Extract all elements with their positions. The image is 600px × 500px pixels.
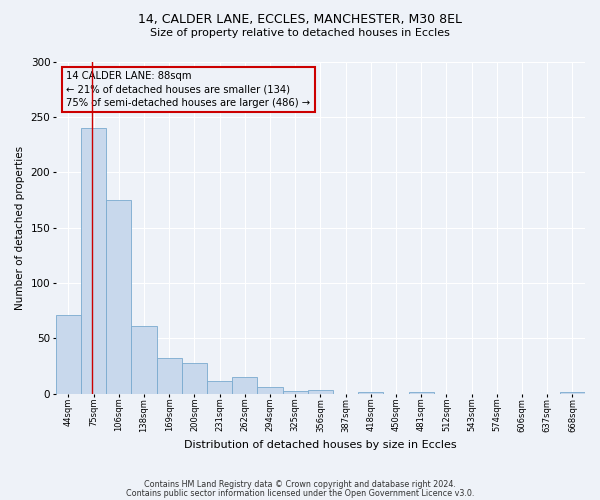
Bar <box>157 358 182 394</box>
Text: Contains public sector information licensed under the Open Government Licence v3: Contains public sector information licen… <box>126 489 474 498</box>
Bar <box>232 377 257 394</box>
Bar <box>182 362 207 394</box>
Bar <box>308 390 333 394</box>
Bar <box>56 315 81 394</box>
Text: 14 CALDER LANE: 88sqm
← 21% of detached houses are smaller (134)
75% of semi-det: 14 CALDER LANE: 88sqm ← 21% of detached … <box>67 72 311 108</box>
Text: Size of property relative to detached houses in Eccles: Size of property relative to detached ho… <box>150 28 450 38</box>
Bar <box>409 392 434 394</box>
Y-axis label: Number of detached properties: Number of detached properties <box>15 146 25 310</box>
Bar <box>283 392 308 394</box>
Bar <box>131 326 157 394</box>
Bar <box>81 128 106 394</box>
Bar <box>560 392 585 394</box>
Bar <box>106 200 131 394</box>
X-axis label: Distribution of detached houses by size in Eccles: Distribution of detached houses by size … <box>184 440 457 450</box>
Bar <box>358 392 383 394</box>
Bar <box>257 387 283 394</box>
Bar <box>207 382 232 394</box>
Text: 14, CALDER LANE, ECCLES, MANCHESTER, M30 8EL: 14, CALDER LANE, ECCLES, MANCHESTER, M30… <box>138 12 462 26</box>
Text: Contains HM Land Registry data © Crown copyright and database right 2024.: Contains HM Land Registry data © Crown c… <box>144 480 456 489</box>
